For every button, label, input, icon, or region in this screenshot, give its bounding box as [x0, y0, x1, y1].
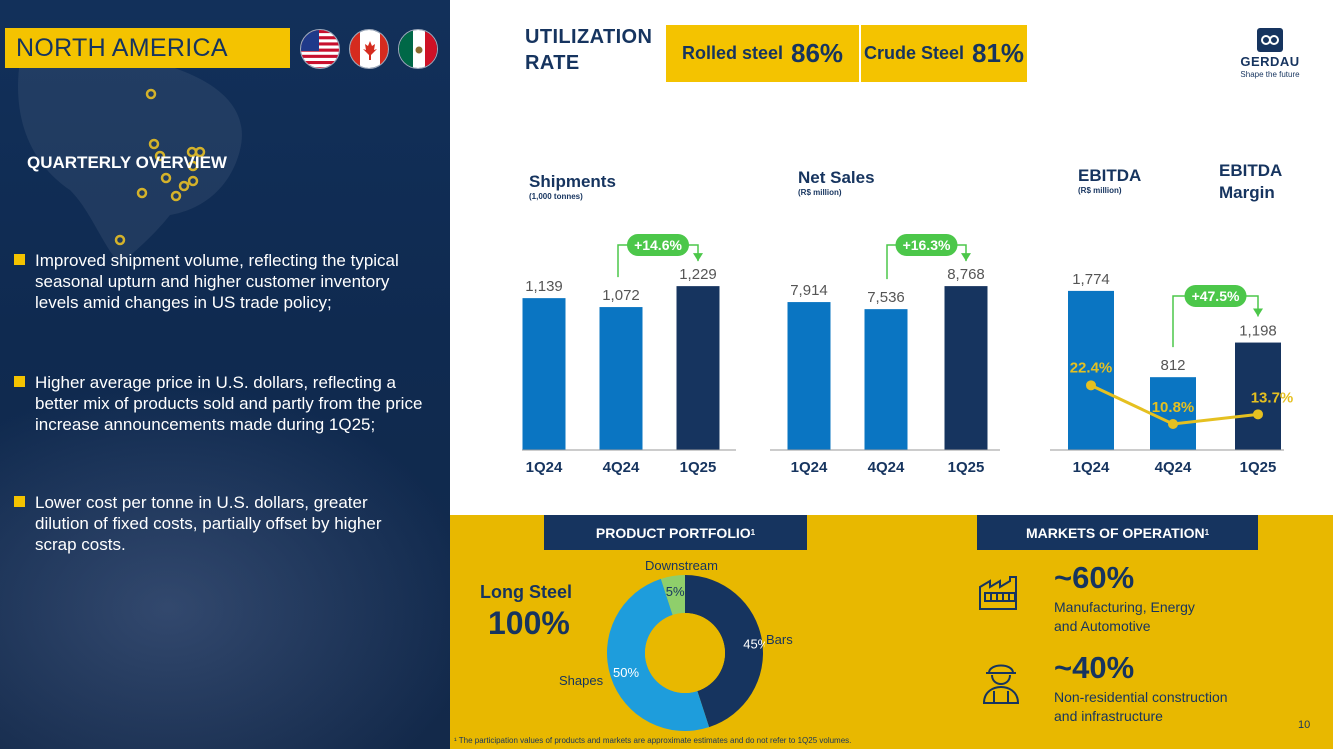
bar: [599, 307, 643, 450]
long-steel-label: Long Steel: [480, 582, 573, 602]
bar-value-label: 1,139: [525, 278, 563, 295]
donut-slice-label: 50%: [613, 665, 639, 680]
donut-slice: [685, 575, 763, 728]
donut-label-bars: Bars: [766, 632, 793, 647]
donut-slice-label: 5%: [666, 584, 685, 599]
net-sales-title: Net Sales: [798, 168, 875, 187]
bar-value-label: 8,768: [947, 266, 985, 283]
bar: [522, 298, 566, 450]
crude-steel-badge: Crude Steel 81%: [861, 25, 1027, 82]
portfolio-donut: 45% 50% 5%: [607, 575, 765, 731]
change-badge-label: +16.3%: [903, 237, 951, 253]
margin-point: [1086, 380, 1096, 391]
bullet-item: Lower cost per tonne in U.S. dollars, gr…: [14, 492, 424, 555]
margin-point: [1168, 419, 1178, 429]
market-description: Manufacturing, Energy and Automotive: [1054, 599, 1195, 634]
bar-value-label: 812: [1160, 357, 1185, 374]
bar: [864, 309, 908, 450]
region-title: NORTH AMERICA: [5, 28, 290, 68]
ebitda-margin-title: EBITDA Margin: [1219, 161, 1283, 202]
bullet-square-icon: [14, 376, 25, 387]
market-percent: ~40%: [1054, 650, 1135, 685]
change-badge: [895, 234, 958, 256]
market-percent: ~60%: [1054, 560, 1135, 595]
bar: [1235, 342, 1281, 450]
canada-flag-icon: [349, 29, 389, 69]
us-flag-icon: [300, 29, 340, 69]
x-tick-label: 4Q24: [868, 459, 905, 476]
bar-value-label: 1,198: [1239, 323, 1277, 340]
bar-value-label: 1,072: [602, 287, 640, 304]
margin-label: 22.4%: [1070, 359, 1113, 376]
shipments-subtitle: (1,000 tonnes): [529, 192, 583, 201]
change-badge: [1184, 285, 1247, 307]
change-arrowhead-icon: [961, 253, 971, 262]
mexico-flag-icon: [398, 29, 438, 69]
change-badge-label: +14.6%: [634, 237, 682, 253]
donut-label-shapes: Shapes: [559, 673, 604, 688]
bullet-item: Improved shipment volume, reflecting the…: [14, 250, 424, 313]
bullet-square-icon: [14, 496, 25, 507]
background-glow: [0, 380, 450, 749]
bar: [1068, 290, 1114, 450]
shipments-title: Shipments: [529, 172, 616, 191]
footnote: ¹ The participation values of products a…: [454, 736, 852, 745]
x-tick-label: 1Q24: [791, 459, 828, 476]
bar: [944, 286, 988, 450]
bar: [676, 286, 720, 450]
change-badge-label: +47.5%: [1192, 288, 1240, 304]
market-description: Non-residential construction and infrast…: [1054, 689, 1228, 724]
construction-worker-icon: [980, 657, 1022, 710]
x-tick-label: 4Q24: [1155, 459, 1192, 476]
bar: [787, 302, 831, 450]
overview-title: QUARTERLY OVERVIEW: [27, 153, 227, 172]
x-tick-label: 1Q25: [680, 459, 717, 476]
north-america-map: [18, 51, 242, 265]
product-portfolio-header: PRODUCT PORTFOLIO 1: [544, 515, 807, 550]
charts-area: Shipments (1,000 tonnes) Net Sales (R$ m…: [450, 100, 1333, 500]
bar-value-label: 1,774: [1072, 271, 1110, 288]
change-badge: [627, 234, 689, 256]
donut-slice: [607, 578, 710, 731]
x-tick-label: 1Q24: [526, 459, 563, 476]
markets-header: MARKETS OF OPERATION 1: [977, 515, 1258, 550]
margin-label: 10.8%: [1152, 399, 1195, 416]
margin-point: [1253, 409, 1263, 420]
net-sales-subtitle: (R$ million): [798, 188, 842, 197]
donut-slice: [660, 575, 685, 615]
bullet-square-icon: [14, 254, 25, 265]
x-tick-label: 1Q24: [1073, 459, 1110, 476]
donut-hole: [645, 613, 725, 693]
bottom-section: PRODUCT PORTFOLIO 1 MARKETS OF OPERATION 1…: [450, 515, 1333, 749]
page-number: 10: [1298, 719, 1311, 731]
long-steel-value: 100%: [488, 605, 570, 641]
bullet-text: Lower cost per tonne in U.S. dollars, gr…: [35, 493, 382, 554]
ebitda-title: EBITDA: [1078, 166, 1142, 185]
x-tick-label: 4Q24: [603, 459, 640, 476]
bar-value-label: 1,229: [679, 266, 717, 283]
bullet-text: Improved shipment volume, reflecting the…: [35, 251, 399, 312]
utilization-title: UTILIZATION RATE: [525, 26, 653, 74]
donut-label-downstream: Downstream: [645, 558, 718, 573]
rolled-steel-badge: Rolled steel 86%: [666, 25, 859, 82]
change-arrowhead-icon: [693, 253, 703, 262]
x-tick-label: 1Q25: [948, 459, 985, 476]
margin-label: 13.7%: [1251, 389, 1294, 406]
change-arrowhead-icon: [1253, 308, 1263, 317]
bar: [1150, 377, 1196, 450]
bullet-text: Higher average price in U.S. dollars, re…: [35, 373, 423, 434]
left-panel: NORTH AMERICA QUARTERLY OVERVIEW Improve…: [0, 0, 450, 749]
bar-value-label: 7,914: [790, 282, 828, 299]
ebitda-subtitle: (R$ million): [1078, 186, 1122, 195]
donut-slice-label: 45%: [743, 636, 765, 651]
bullet-item: Higher average price in U.S. dollars, re…: [14, 372, 424, 435]
bar-charts: 1,139 1Q24 1,072 4Q24 1,229 1Q25 +14.6% 7,914 1Q…: [522, 234, 1294, 476]
factory-icon: [977, 573, 1025, 618]
gerdau-logo-icon: [1257, 28, 1283, 52]
bar-value-label: 7,536: [867, 289, 905, 306]
x-tick-label: 1Q25: [1240, 459, 1277, 476]
gerdau-logo: GERDAU Shape the future: [1236, 28, 1304, 79]
